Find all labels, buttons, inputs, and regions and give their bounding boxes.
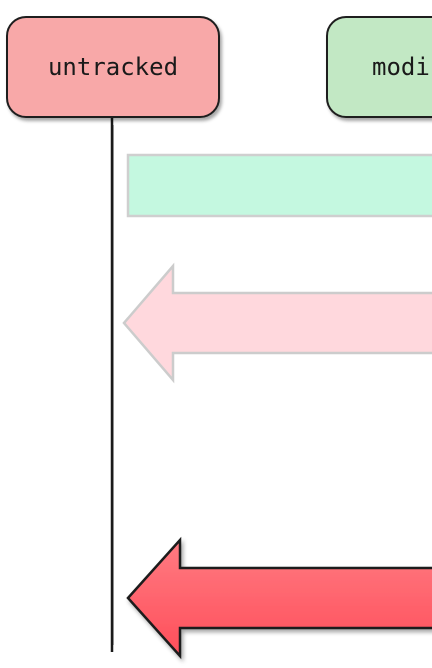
- transition-bar-add: [126, 153, 432, 218]
- state-label-untracked: untracked: [47, 53, 179, 81]
- transition-arrow-faded: [122, 262, 432, 384]
- transition-arrow-remove: [126, 536, 432, 660]
- state-label-modified: modified: [372, 53, 432, 81]
- state-modified: modified: [326, 16, 432, 118]
- state-untracked: untracked: [6, 16, 220, 118]
